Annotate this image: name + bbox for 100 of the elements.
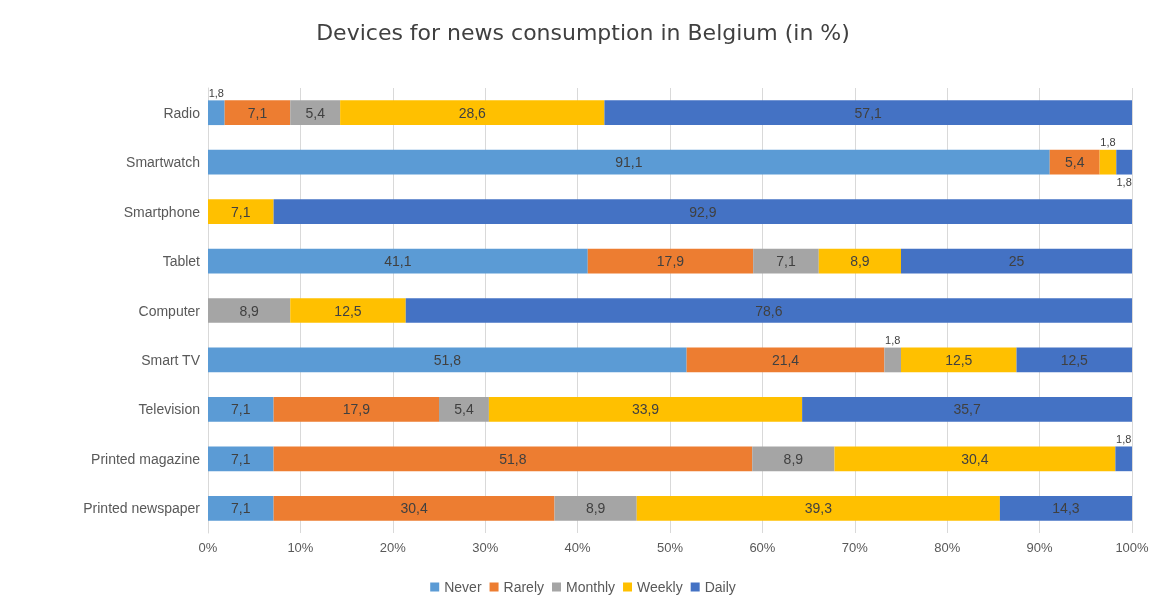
data-label: 8,9 xyxy=(850,253,870,270)
data-label: 7,1 xyxy=(247,104,268,121)
data-label: 12,5 xyxy=(1060,351,1089,368)
x-tick-label: 0% xyxy=(198,540,218,555)
data-label: 8,9 xyxy=(239,302,260,319)
bar xyxy=(999,495,1132,521)
x-tick-label: 90% xyxy=(1026,540,1054,555)
data-label: 91,1 xyxy=(615,154,643,171)
y-tick-label: Smartphone xyxy=(123,203,201,220)
chart-title: Devices for news consumption in Belgium (in %) xyxy=(316,19,850,45)
x-tick-label: 20% xyxy=(379,540,407,555)
legend-label: Weekly xyxy=(637,579,683,595)
x-tick-label: 40% xyxy=(564,540,592,555)
bar xyxy=(208,100,225,126)
y-tick-label: Tablet xyxy=(162,253,201,270)
bar xyxy=(587,248,754,274)
y-tick-label: Computer xyxy=(138,302,201,319)
bar xyxy=(884,347,901,373)
bar xyxy=(488,397,803,422)
bar xyxy=(802,397,1132,422)
bar xyxy=(208,397,274,422)
data-label: 7,1 xyxy=(231,401,251,418)
bar xyxy=(554,495,637,521)
bar xyxy=(273,446,753,472)
data-label: 30,4 xyxy=(400,500,428,517)
data-label: 7,1 xyxy=(776,253,796,270)
bar xyxy=(405,298,1132,323)
data-label: 17,9 xyxy=(342,401,371,418)
bar xyxy=(901,347,1017,373)
x-tick-label: 10% xyxy=(287,540,314,555)
legend-label: Never xyxy=(444,579,482,595)
bar xyxy=(636,495,1000,521)
bar xyxy=(273,495,555,521)
data-label: 8,9 xyxy=(585,500,606,517)
y-tick-label: Printed newspaper xyxy=(83,500,201,517)
data-label: 92,9 xyxy=(689,203,717,220)
data-label: 8,9 xyxy=(783,450,804,467)
bar xyxy=(818,248,901,274)
data-label: 7,1 xyxy=(231,203,251,220)
bar xyxy=(208,248,588,274)
data-label: 30,4 xyxy=(961,450,989,467)
data-label: 17,9 xyxy=(656,253,685,270)
data-label: 21,4 xyxy=(771,351,800,368)
bar xyxy=(208,149,1050,175)
y-tick-label: Smart TV xyxy=(141,351,201,368)
data-label: 28,6 xyxy=(458,104,487,121)
y-tick-label: Smartwatch xyxy=(126,154,200,171)
x-tick-label: 100% xyxy=(1115,540,1150,555)
data-label: 25 xyxy=(1008,253,1025,270)
bar xyxy=(208,298,291,323)
x-tick-label: 70% xyxy=(841,540,869,555)
bar xyxy=(290,100,341,126)
data-label: 7,1 xyxy=(231,450,251,467)
data-label: 41,1 xyxy=(384,253,412,270)
x-tick-label: 50% xyxy=(656,540,684,555)
bar xyxy=(1099,149,1117,175)
y-tick-label: Television xyxy=(138,401,200,418)
bar xyxy=(604,100,1132,126)
bar xyxy=(439,397,489,422)
data-label: 33,9 xyxy=(631,401,660,418)
legend-label: Daily xyxy=(704,579,736,595)
data-label: 1,8 xyxy=(208,86,224,99)
bar xyxy=(340,100,605,126)
data-label: 35,7 xyxy=(953,401,981,418)
bar xyxy=(1016,347,1132,373)
bar xyxy=(753,248,819,274)
data-label: 14,3 xyxy=(1052,500,1080,517)
bar xyxy=(208,199,274,224)
bar xyxy=(208,446,274,472)
data-label: 39,3 xyxy=(804,500,833,517)
bar xyxy=(1116,149,1132,175)
data-label: 51,8 xyxy=(499,450,527,467)
bar xyxy=(1115,446,1132,472)
bar xyxy=(834,446,1116,472)
bar xyxy=(686,347,885,373)
data-label: 78,6 xyxy=(755,302,783,319)
bar xyxy=(901,248,1132,274)
bar xyxy=(290,298,406,323)
legend-label: Monthly xyxy=(566,579,616,595)
data-label: 5,4 xyxy=(1064,154,1085,171)
y-tick-label: Printed magazine xyxy=(91,450,201,467)
data-label: 1,8 xyxy=(1116,432,1132,445)
legend-label: Rarely xyxy=(503,579,545,595)
data-label: 12,5 xyxy=(334,302,362,319)
x-tick-label: 80% xyxy=(934,540,961,555)
bar xyxy=(208,347,687,373)
data-label: 51,8 xyxy=(433,351,462,368)
data-label: 1,8 xyxy=(1100,136,1116,149)
x-tick-label: 30% xyxy=(472,540,499,555)
bar xyxy=(273,397,439,422)
data-label: 7,1 xyxy=(231,500,251,517)
bar xyxy=(752,446,835,472)
bar xyxy=(224,100,291,126)
data-label: 1,8 xyxy=(1116,176,1132,189)
x-tick-label: 60% xyxy=(749,540,776,555)
bar xyxy=(1049,149,1100,175)
data-label: 5,4 xyxy=(305,104,326,121)
data-label: 1,8 xyxy=(885,334,901,347)
bar xyxy=(208,495,274,521)
y-tick-label: Radio xyxy=(163,104,201,121)
